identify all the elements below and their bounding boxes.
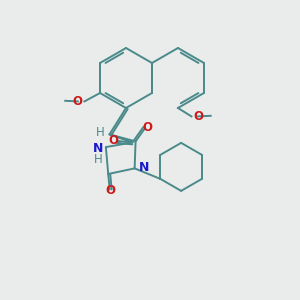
- Text: N: N: [139, 161, 149, 174]
- Text: H: H: [94, 153, 103, 166]
- Text: H: H: [96, 126, 105, 139]
- Text: O: O: [105, 184, 115, 197]
- Text: O: O: [108, 134, 118, 147]
- Text: O: O: [142, 121, 152, 134]
- Text: O: O: [193, 110, 203, 123]
- Text: N: N: [93, 142, 104, 155]
- Text: O: O: [73, 95, 82, 108]
